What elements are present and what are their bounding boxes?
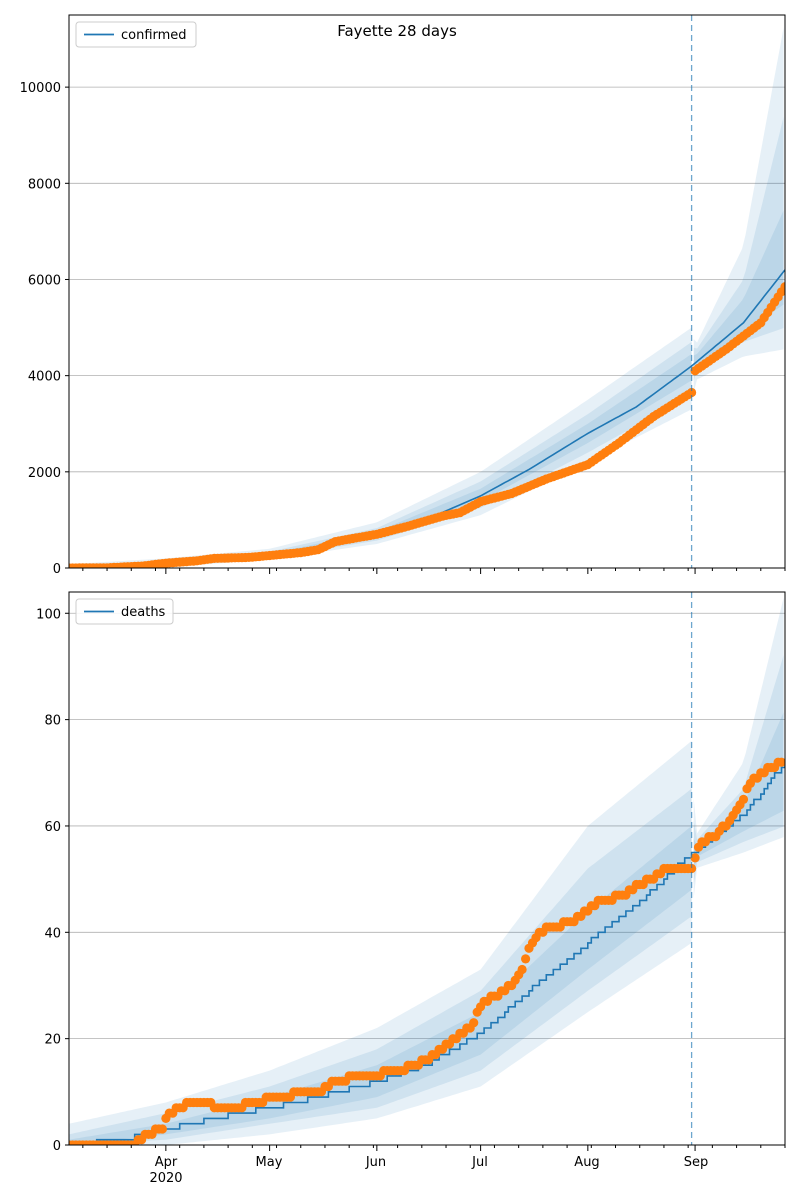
observed-point: [690, 853, 700, 863]
observed-point: [521, 954, 531, 964]
plot-area: [69, 597, 785, 1145]
y-tick-label: 100: [36, 607, 61, 622]
x-tick-label-jun: Jun: [365, 1155, 386, 1170]
legend-box: [75, 598, 174, 625]
observed-point: [517, 964, 527, 975]
uncertainty-band-middle: [693, 655, 784, 885]
legend-box: [75, 21, 197, 48]
deaths-panel: 0 20 40 60 80 100 deaths: [36, 591, 786, 1154]
y-tick-label: 20: [44, 1033, 61, 1048]
observed-point: [687, 387, 697, 398]
legend-label: confirmed: [121, 28, 187, 43]
observed-point: [687, 863, 697, 874]
uncertainty-band-middle: [69, 342, 692, 568]
y-tick-label: 10000: [20, 81, 61, 96]
x-tick-label-aug: Aug: [574, 1155, 599, 1170]
confirmed-panel: 0 2000 4000 6000 8000 10000 confirmed: [20, 14, 786, 577]
y-tick-label: 2000: [28, 466, 61, 481]
observed-point: [469, 1018, 479, 1028]
observed-point: [780, 282, 785, 292]
model-median-line: [69, 762, 785, 1145]
observed-point: [157, 1124, 167, 1134]
y-tick-label: 40: [44, 926, 61, 941]
axes-frame: [68, 14, 786, 569]
plot-area: [69, 27, 785, 568]
y-tick-label: 0: [53, 562, 61, 577]
uncertainty-band-inner: [693, 210, 784, 372]
x-axis-labels: Apr May Jun Jul Aug Sep 2020: [149, 1155, 708, 1186]
x-tick-label-sep: Sep: [684, 1155, 709, 1170]
axes-frame: [68, 591, 786, 1146]
uncertainty-band-outer: [693, 597, 784, 899]
uncertainty-band-outer: [69, 740, 692, 1145]
uncertainty-band-outer: [69, 327, 692, 568]
legend-label: deaths: [121, 605, 166, 620]
observed-point: [738, 794, 749, 805]
y-tick-label: 4000: [28, 370, 61, 385]
y-tick-label: 8000: [28, 177, 61, 192]
x-tick-label-jul: Jul: [471, 1155, 488, 1170]
x-tick-label-apr: Apr: [155, 1155, 178, 1170]
x-year-label: 2020: [149, 1171, 182, 1186]
x-tick-label-may: May: [256, 1155, 283, 1170]
figure-title: Fayette 28 days: [337, 22, 457, 40]
legend: deaths: [75, 598, 174, 625]
y-tick-label: 6000: [28, 273, 61, 288]
y-tick-label: 0: [53, 1139, 61, 1154]
legend: confirmed: [75, 21, 197, 48]
y-tick-label: 60: [44, 820, 61, 835]
y-tick-label: 80: [44, 714, 61, 729]
observed-point: [776, 757, 785, 767]
